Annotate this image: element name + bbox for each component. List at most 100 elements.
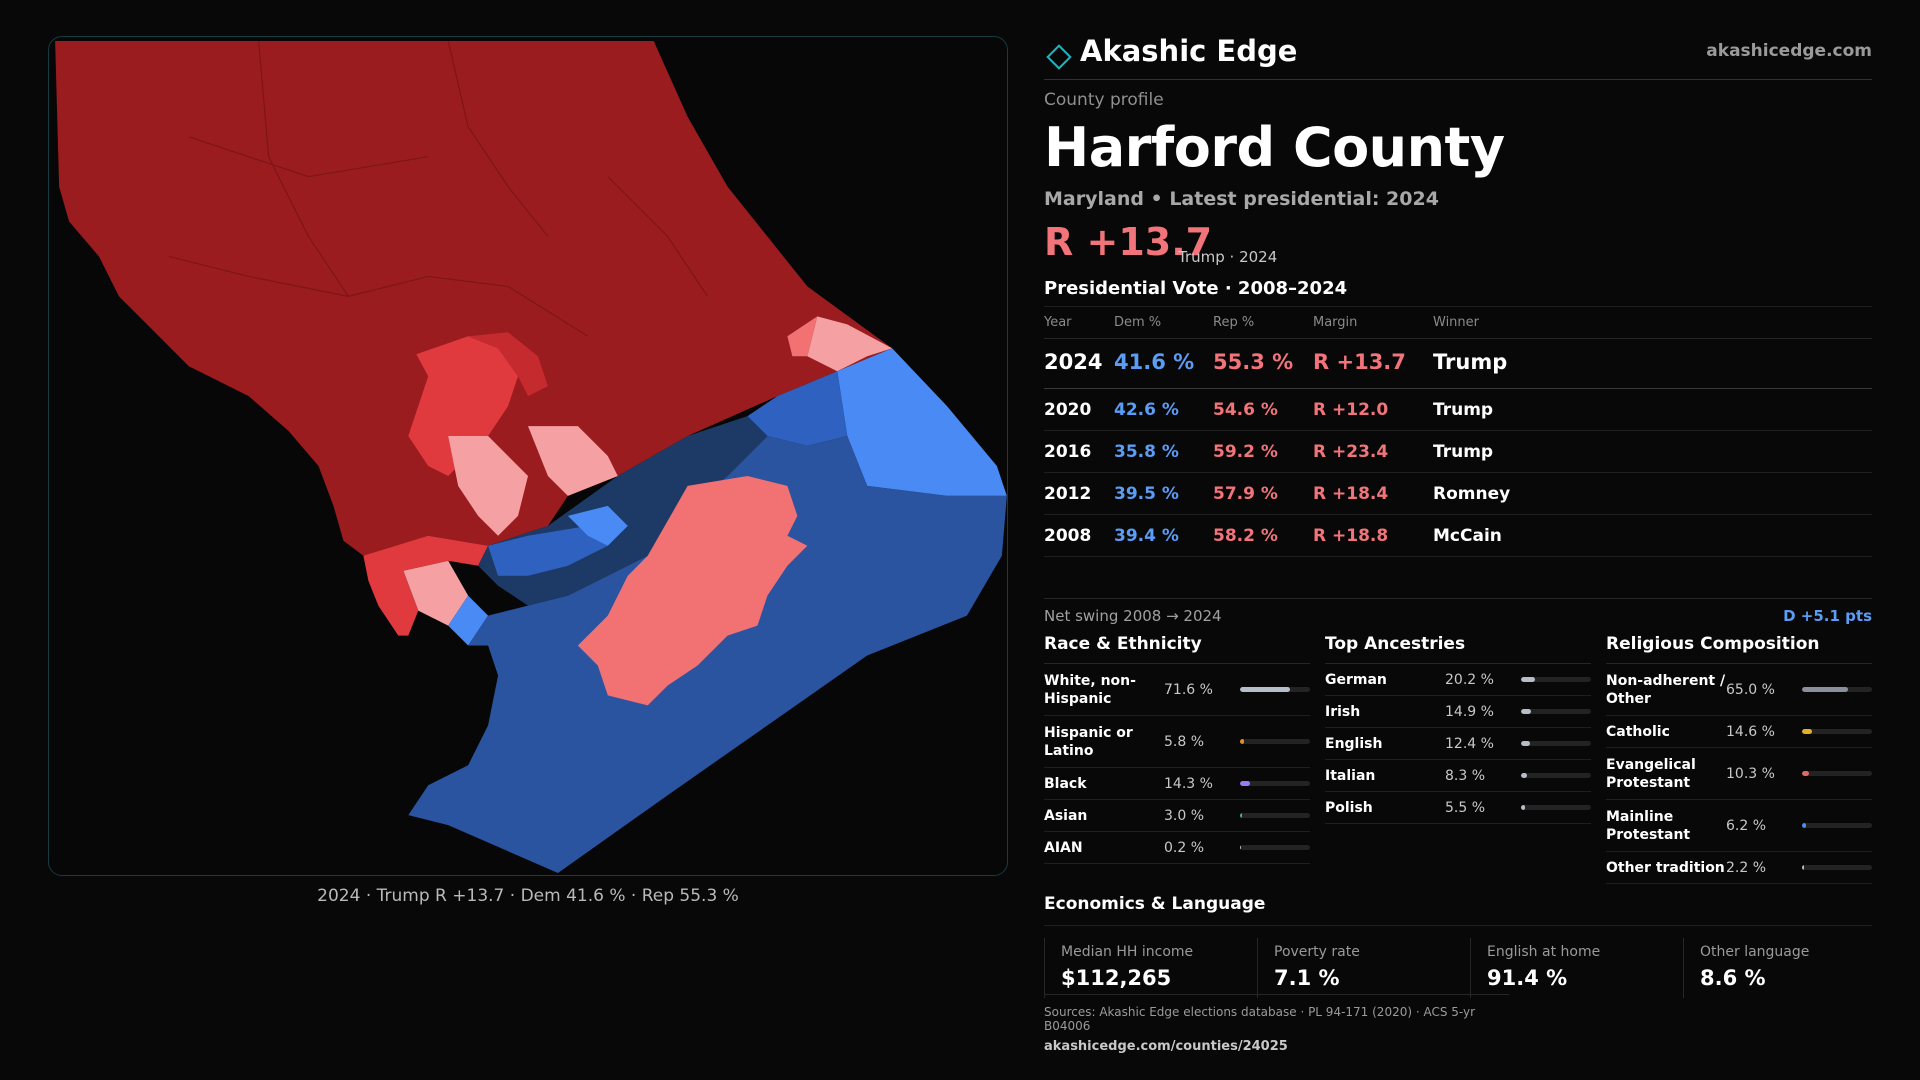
- map-region-central-darkred[interactable]: [468, 332, 548, 397]
- race-label: Asian: [1044, 807, 1088, 824]
- ancestry-bar-fill: [1521, 709, 1532, 714]
- map-region-pale-4[interactable]: [403, 560, 469, 626]
- cell-rep: 57.9 %: [1213, 484, 1278, 504]
- map-region-north[interactable]: [55, 40, 893, 556]
- cell-dem: 35.8 %: [1114, 442, 1179, 462]
- map-region-salmon[interactable]: [577, 475, 808, 706]
- race-bar: [1240, 687, 1310, 692]
- header-year: Year: [1044, 315, 1072, 330]
- race-bar: [1240, 845, 1310, 850]
- headline-winner: Trump · 2024: [1178, 248, 1278, 266]
- cell-winner: Trump: [1433, 350, 1508, 374]
- religion-bar: [1802, 771, 1872, 776]
- net-swing-row: Net swing 2008 → 2024 D +5.1 pts: [1044, 598, 1872, 626]
- race-value: 3.0 %: [1164, 807, 1205, 824]
- map-region-sw-light[interactable]: [448, 595, 489, 646]
- ancestry-bar-fill: [1521, 773, 1527, 778]
- econ-value: $112,265: [1061, 966, 1172, 990]
- list-item: Irish 14.9 %: [1325, 696, 1591, 728]
- cell-winner: McCain: [1433, 526, 1502, 546]
- map-boundaries-north: [168, 40, 709, 337]
- religion-label: Non-adherent / Other: [1606, 672, 1726, 707]
- econ-value: 8.6 %: [1700, 966, 1766, 990]
- religion-label: Catholic: [1606, 723, 1670, 740]
- ancestry-title: Top Ancestries: [1325, 632, 1591, 664]
- results-title: Presidential Vote · 2008–2024: [1044, 278, 1348, 299]
- map-region-west-mid[interactable]: [488, 525, 608, 576]
- table-row[interactable]: 2020 42.6 % 54.6 % R +12.0 Trump: [1044, 389, 1872, 431]
- table-row[interactable]: 2016 35.8 % 59.2 % R +23.4 Trump: [1044, 431, 1872, 473]
- econ-card-english: English at home 91.4 %: [1470, 938, 1670, 998]
- religion-bar: [1802, 823, 1872, 828]
- race-label: AIAN: [1044, 839, 1083, 856]
- county-profile-panel: Akashic Edge akashicedge.com County prof…: [1044, 32, 1872, 1054]
- brand-header: Akashic Edge akashicedge.com: [1044, 32, 1872, 80]
- cell-dem: 39.5 %: [1114, 484, 1179, 504]
- table-row[interactable]: 2012 39.5 % 57.9 % R +18.4 Romney: [1044, 473, 1872, 515]
- results-table: Year Dem % Rep % Margin Winner 2024 41.6…: [1044, 306, 1872, 557]
- cell-year: 2016: [1044, 442, 1092, 462]
- cell-winner: Romney: [1433, 484, 1511, 504]
- ancestry-bar-fill: [1521, 677, 1536, 682]
- map-region-pale-2[interactable]: [528, 426, 618, 496]
- list-item: English 12.4 %: [1325, 728, 1591, 760]
- table-row[interactable]: 2024 41.6 % 55.3 % R +13.7 Trump: [1044, 339, 1872, 389]
- map-region-pale-1[interactable]: [448, 436, 528, 536]
- county-precinct-map[interactable]: [48, 36, 1008, 876]
- race-bar: [1240, 781, 1310, 786]
- ancestry-bar-fill: [1521, 805, 1525, 810]
- cell-year: 2012: [1044, 484, 1092, 504]
- table-row[interactable]: 2008 39.4 % 58.2 % R +18.8 McCain: [1044, 515, 1872, 557]
- race-label: Black: [1044, 775, 1087, 792]
- econ-card-poverty: Poverty rate 7.1 %: [1257, 938, 1457, 998]
- ancestry-label: German: [1325, 671, 1387, 688]
- religion-bar: [1802, 687, 1872, 692]
- religion-title: Religious Composition: [1606, 632, 1872, 664]
- map-region-east-light[interactable]: [837, 348, 1007, 496]
- list-item: Catholic 14.6 %: [1606, 716, 1872, 748]
- race-label: White, non-Hispanic: [1044, 672, 1136, 707]
- header-margin: Margin: [1313, 315, 1358, 330]
- map-region-pale-3[interactable]: [807, 316, 893, 372]
- cell-margin: R +13.7: [1313, 350, 1406, 374]
- econ-label: Median HH income: [1061, 944, 1194, 960]
- ancestry-bar: [1521, 709, 1591, 714]
- map-region-pink-small[interactable]: [787, 316, 818, 357]
- county-url-link[interactable]: akashicedge.com/counties/24025: [1044, 1039, 1288, 1054]
- diamond-logo-icon: [1046, 44, 1072, 70]
- religion-value: 2.2 %: [1726, 859, 1767, 876]
- map-region-southwest-red[interactable]: [363, 535, 489, 636]
- race-value: 14.3 %: [1164, 775, 1213, 792]
- profile-label: County profile: [1044, 90, 1164, 110]
- swing-label: Net swing 2008 → 2024: [1044, 607, 1222, 625]
- map-region-east-mid[interactable]: [747, 371, 848, 447]
- religion-value: 65.0 %: [1726, 681, 1775, 698]
- econ-card-income: Median HH income $112,265: [1044, 938, 1244, 998]
- ancestry-bar: [1521, 677, 1591, 682]
- cell-margin: R +18.4: [1313, 484, 1389, 504]
- religion-label: Mainline Protestant: [1606, 808, 1691, 843]
- list-item: Non-adherent / Other 65.0 %: [1606, 664, 1872, 716]
- cell-rep: 54.6 %: [1213, 400, 1278, 420]
- ancestry-label: Italian: [1325, 767, 1376, 784]
- brand-url-link[interactable]: akashicedge.com: [1706, 41, 1872, 61]
- econ-value: 7.1 %: [1274, 966, 1340, 990]
- list-item: Other tradition 2.2 %: [1606, 852, 1872, 884]
- map-caption: 2024 · Trump R +13.7 · Dem 41.6 % · Rep …: [317, 886, 739, 906]
- list-item: Polish 5.5 %: [1325, 792, 1591, 824]
- map-region-west-light[interactable]: [567, 505, 628, 546]
- econ-label: English at home: [1487, 944, 1601, 960]
- race-value: 5.8 %: [1164, 733, 1205, 750]
- cell-margin: R +18.8: [1313, 526, 1389, 546]
- race-bar: [1240, 813, 1310, 818]
- list-item: Hispanic or Latino 5.8 %: [1044, 716, 1310, 768]
- econ-card-other-language: Other language 8.6 %: [1683, 938, 1883, 998]
- cell-dem: 41.6 %: [1114, 350, 1195, 374]
- ancestry-value: 14.9 %: [1445, 703, 1494, 720]
- religion-label: Other tradition: [1606, 859, 1725, 876]
- map-region-central-red[interactable]: [408, 336, 519, 476]
- religion-value: 14.6 %: [1726, 723, 1775, 740]
- religion-bar-fill: [1802, 771, 1810, 776]
- religion-value: 6.2 %: [1726, 817, 1767, 834]
- race-value: 0.2 %: [1164, 839, 1205, 856]
